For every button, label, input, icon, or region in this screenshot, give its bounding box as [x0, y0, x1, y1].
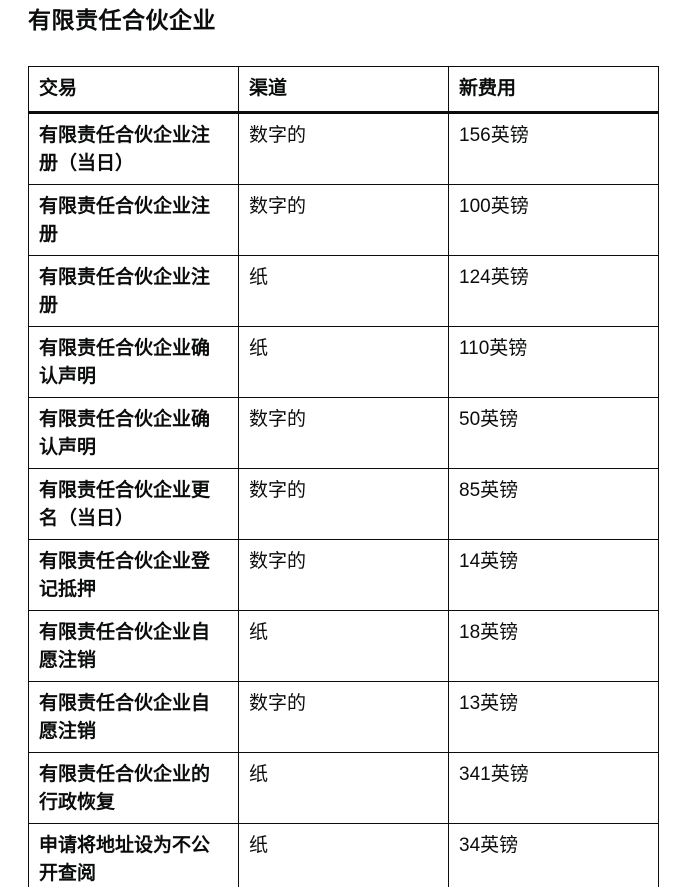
- fee-cell: 124英镑: [448, 255, 659, 327]
- fee-cell: 50英镑: [448, 397, 659, 469]
- transaction-cell: 有限责任合伙企业确认声明: [28, 326, 239, 398]
- table-header: 交易 渠道 新费用: [28, 66, 659, 114]
- header-row: 交易 渠道 新费用: [28, 66, 659, 114]
- table-row: 有限责任合伙企业确认声明 数字的 50英镑: [28, 397, 659, 469]
- table-row: 有限责任合伙企业自愿注销 纸 18英镑: [28, 610, 659, 682]
- channel-cell: 纸: [238, 255, 449, 327]
- table-row: 有限责任合伙企业登记抵押 数字的 14英镑: [28, 539, 659, 611]
- fee-cell: 18英镑: [448, 610, 659, 682]
- transaction-cell: 有限责任合伙企业注册（当日）: [28, 112, 239, 185]
- table-row: 有限责任合伙企业更名（当日） 数字的 85英镑: [28, 468, 659, 540]
- fee-cell: 34英镑: [448, 823, 659, 887]
- channel-cell: 数字的: [238, 468, 449, 540]
- table-row: 有限责任合伙企业注册（当日） 数字的 156英镑: [28, 112, 659, 185]
- fees-table: 交易 渠道 新费用 有限责任合伙企业注册（当日） 数字的 156英镑 有限责任合…: [28, 66, 659, 887]
- transaction-cell: 有限责任合伙企业注册: [28, 255, 239, 327]
- transaction-cell: 有限责任合伙企业登记抵押: [28, 539, 239, 611]
- channel-cell: 数字的: [238, 184, 449, 256]
- page-title: 有限责任合伙企业: [28, 7, 216, 33]
- transaction-cell: 有限责任合伙企业更名（当日）: [28, 468, 239, 540]
- table-row: 有限责任合伙企业自愿注销 数字的 13英镑: [28, 681, 659, 753]
- table-body: 有限责任合伙企业注册（当日） 数字的 156英镑 有限责任合伙企业注册 数字的 …: [28, 112, 659, 887]
- channel-cell: 纸: [238, 823, 449, 887]
- table-row: 有限责任合伙企业注册 数字的 100英镑: [28, 184, 659, 256]
- channel-cell: 数字的: [238, 112, 449, 185]
- fee-cell: 13英镑: [448, 681, 659, 753]
- fee-cell: 100英镑: [448, 184, 659, 256]
- channel-cell: 纸: [238, 326, 449, 398]
- channel-cell: 数字的: [238, 681, 449, 753]
- table-row: 有限责任合伙企业注册 纸 124英镑: [28, 255, 659, 327]
- transaction-cell: 有限责任合伙企业自愿注销: [28, 610, 239, 682]
- channel-cell: 数字的: [238, 397, 449, 469]
- fee-cell: 110英镑: [448, 326, 659, 398]
- fee-cell: 85英镑: [448, 468, 659, 540]
- transaction-cell: 有限责任合伙企业确认声明: [28, 397, 239, 469]
- table-row: 申请将地址设为不公开查阅 纸 34英镑: [28, 823, 659, 887]
- column-header-fee: 新费用: [448, 66, 659, 114]
- table-row: 有限责任合伙企业的行政恢复 纸 341英镑: [28, 752, 659, 824]
- transaction-cell: 有限责任合伙企业注册: [28, 184, 239, 256]
- transaction-cell: 有限责任合伙企业的行政恢复: [28, 752, 239, 824]
- table-row: 有限责任合伙企业确认声明 纸 110英镑: [28, 326, 659, 398]
- column-header-transaction: 交易: [28, 66, 239, 114]
- column-header-channel: 渠道: [238, 66, 449, 114]
- channel-cell: 纸: [238, 610, 449, 682]
- fee-cell: 14英镑: [448, 539, 659, 611]
- channel-cell: 纸: [238, 752, 449, 824]
- channel-cell: 数字的: [238, 539, 449, 611]
- fee-cell: 341英镑: [448, 752, 659, 824]
- transaction-cell: 申请将地址设为不公开查阅: [28, 823, 239, 887]
- fee-cell: 156英镑: [448, 112, 659, 185]
- transaction-cell: 有限责任合伙企业自愿注销: [28, 681, 239, 753]
